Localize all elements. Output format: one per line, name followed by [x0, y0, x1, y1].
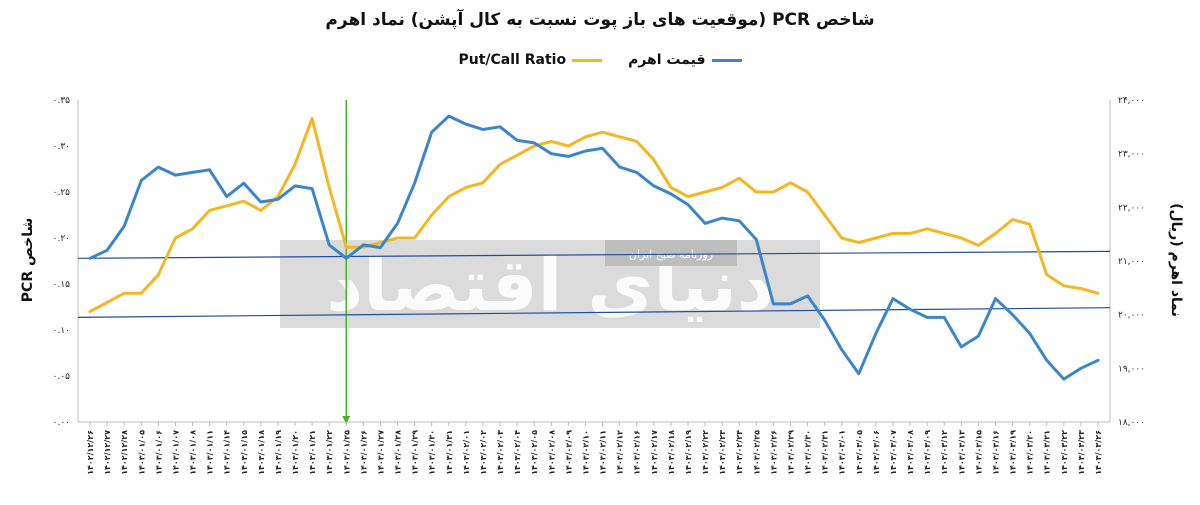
series-line-price	[88, 114, 1100, 381]
x-tick-label: ۱۴۰۳/۰۱/۰۶	[154, 430, 163, 475]
legend-item-pcr: Put/Call Ratio	[459, 52, 603, 68]
x-tick-label: ۱۴۰۳/۰۱/۲۸	[394, 430, 403, 475]
x-tick-label: ۱۴۰۳/۰۲/۳۱	[821, 430, 830, 475]
x-tick-label: ۱۴۰۳/۰۱/۱۵	[240, 430, 249, 475]
x-tick-label: ۱۴۰۳/۰۱/۲۵	[342, 430, 351, 475]
x-tick-label: ۱۴۰۳/۰۳/۰۷	[889, 430, 898, 475]
y-right-tick-label: ۲۴,۰۰۰	[1118, 96, 1145, 106]
x-tick-label: ۱۴۰۳/۰۲/۲۹	[786, 430, 795, 475]
x-tick-label: ۱۴۰۳/۰۱/۲۰	[291, 430, 300, 475]
trend-line-lower	[77, 307, 1111, 318]
reference-lines	[77, 100, 1111, 424]
y-left-tick-label: ۰.۰۰	[53, 418, 70, 428]
y-left-tick-label: ۰.۲۵	[53, 188, 71, 198]
x-tick-label: ۱۴۰۳/۰۲/۱۶	[633, 430, 642, 475]
x-tick-label: ۱۴۰۳/۰۲/۰۲	[479, 430, 488, 475]
x-axis-labels: ۱۴۰۲/۱۲/۲۶ ۱۴۰۲/۱۲/۲۷ ۱۴۰۲/۱۲/۲۸ ۱۴۰۳/۰۱/۰۵…	[86, 422, 1103, 475]
x-tick-label: ۱۴۰۳/۰۳/۲۰	[1026, 430, 1035, 475]
x-tick-label: ۱۴۰۲/۱۲/۲۷	[103, 430, 112, 475]
x-tick-label: ۱۴۰۳/۰۳/۱۹	[1009, 430, 1018, 475]
x-tick-label: ۱۴۰۳/۰۳/۰۱	[838, 430, 847, 475]
x-tick-label: ۱۴۰۳/۰۱/۳۰	[428, 430, 437, 475]
trend-line-upper	[77, 250, 1111, 259]
x-tick-label: ۱۴۰۳/۰۳/۰۵	[855, 430, 864, 475]
x-tick-label: ۱۴۰۳/۰۱/۰۸	[189, 430, 198, 475]
x-tick-label: ۱۴۰۳/۰۱/۱۱	[206, 430, 215, 475]
x-tick-label: ۱۴۰۳/۰۱/۱۸	[257, 430, 266, 475]
chart-title: شاخص PCR (موقعیت های باز پوت نسبت به کال…	[325, 10, 875, 30]
y-axis-left-title: شاخص PCR	[20, 218, 36, 302]
x-tick-label: ۱۴۰۳/۰۱/۲۱	[308, 430, 317, 475]
series-layer	[88, 114, 1100, 381]
x-tick-label: ۱۴۰۲/۱۲/۲۶	[86, 430, 95, 475]
x-tick-label: ۱۴۰۲/۱۲/۲۸	[120, 430, 129, 475]
x-tick-label: ۱۴۰۳/۰۲/۱۲	[616, 430, 625, 475]
legend-label-price: قیمت اهرم	[628, 52, 706, 68]
x-tick-label: ۱۴۰۳/۰۱/۰۵	[137, 430, 146, 475]
axes: ۰.۰۰ ۰.۰۵ ۰.۱۰ ۰.۱۵ ۰.۲۰ ۰.۲۵ ۰.۳۰ ۰.۳۵ ۱۸,۰۰۰ ۱۹…	[53, 96, 1145, 428]
x-tick-label: ۱۴۰۳/۰۱/۲۲	[325, 430, 334, 475]
y-right-tick-label: ۲۱,۰۰۰	[1118, 257, 1145, 267]
x-tick-label: ۱۴۰۳/۰۲/۰۴	[513, 430, 522, 475]
y-right-tick-label: ۱۹,۰۰۰	[1118, 364, 1145, 374]
y-left-tick-label: ۰.۱۰	[53, 326, 70, 336]
x-tick-label: ۱۴۰۳/۰۱/۱۴	[223, 430, 232, 475]
x-tick-label: ۱۴۰۳/۰۳/۰۶	[872, 430, 881, 475]
vertical-marker-arrow	[342, 416, 351, 424]
x-tick-label: ۱۴۰۳/۰۲/۲۲	[701, 430, 710, 475]
legend-swatch-price	[711, 58, 742, 62]
x-tick-label: ۱۴۰۳/۰۲/۲۳	[718, 430, 727, 475]
y-right-tick-label: ۲۳,۰۰۰	[1118, 150, 1145, 160]
x-tick-label: ۱۴۰۳/۰۳/۱۲	[940, 430, 949, 475]
x-tick-label: ۱۴۰۳/۰۳/۱۳	[957, 430, 966, 475]
x-tick-label: ۱۴۰۳/۰۲/۱۷	[650, 430, 659, 475]
y-axis-right-title: نماد اهرم (ریال)	[1168, 203, 1184, 317]
x-tick-label: ۱۴۰۳/۰۲/۲۶	[769, 430, 778, 475]
watermark-sub-box	[605, 240, 737, 266]
legend-label-pcr: Put/Call Ratio	[458, 52, 567, 68]
y-right-tick-label: ۱۸,۰۰۰	[1118, 418, 1145, 428]
y-left-tick-label: ۰.۳۵	[53, 96, 71, 106]
series-line-pcr	[88, 116, 1100, 314]
x-tick-label: ۱۴۰۳/۰۳/۲۳	[1077, 430, 1086, 475]
y-right-tick-label: ۲۲,۰۰۰	[1118, 203, 1145, 213]
x-tick-label: ۱۴۰۳/۰۱/۲۹	[411, 430, 420, 475]
x-tick-label: ۱۴۰۳/۰۲/۱۱	[599, 430, 608, 475]
legend-swatch-pcr	[572, 58, 603, 62]
x-tick-label: ۱۴۰۳/۰۳/۰۸	[906, 430, 915, 475]
y-left-tick-label: ۰.۲۰	[53, 234, 70, 244]
legend-item-price: قیمت اهرم	[628, 52, 742, 68]
x-tick-label: ۱۴۰۳/۰۱/۱۹	[274, 430, 283, 475]
x-tick-label: ۱۴۰۳/۰۲/۳۰	[804, 430, 813, 475]
y-left-tick-label: ۰.۳۰	[53, 142, 70, 152]
x-tick-label: ۱۴۰۳/۰۱/۲۶	[359, 430, 368, 475]
x-tick-label: ۱۴۰۳/۰۱/۳۱	[445, 430, 454, 475]
x-tick-label: ۱۴۰۳/۰۳/۲۱	[1043, 430, 1052, 475]
x-tick-label: ۱۴۰۳/۰۱/۲۷	[376, 430, 385, 475]
x-tick-label: ۱۴۰۳/۰۳/۱۶	[991, 430, 1000, 475]
x-tick-label: ۱۴۰۳/۰۲/۱۹	[684, 430, 693, 475]
x-tick-label: ۱۴۰۳/۰۲/۰۸	[547, 430, 556, 475]
x-tick-label: ۱۴۰۳/۰۲/۰۵	[530, 430, 539, 475]
x-tick-label: ۱۴۰۳/۰۲/۰۹	[564, 430, 573, 475]
y-right-tick-label: ۲۰,۰۰۰	[1118, 311, 1145, 321]
y-left-tick-label: ۰.۰۵	[53, 372, 71, 382]
x-tick-label: ۱۴۰۳/۰۲/۲۴	[735, 430, 744, 475]
x-tick-label: ۱۴۰۳/۰۳/۰۹	[923, 430, 932, 475]
legend: قیمت اهرم Put/Call Ratio	[0, 52, 1200, 68]
x-tick-label: ۱۴۰۳/۰۲/۱۸	[667, 430, 676, 475]
x-tick-label: ۱۴۰۳/۰۱/۰۷	[171, 430, 180, 475]
x-tick-label: ۱۴۰۳/۰۳/۲۲	[1060, 430, 1069, 475]
x-tick-label: ۱۴۰۳/۰۲/۱۰	[581, 430, 590, 475]
x-tick-label: ۱۴۰۳/۰۳/۱۵	[974, 430, 983, 475]
y-left-tick-label: ۰.۱۵	[53, 280, 71, 290]
x-tick-label: ۱۴۰۳/۰۳/۲۶	[1094, 430, 1103, 475]
x-tick-label: ۱۴۰۳/۰۲/۲۵	[752, 430, 761, 475]
x-tick-label: ۱۴۰۳/۰۲/۰۳	[496, 430, 505, 475]
x-tick-label: ۱۴۰۳/۰۲/۰۱	[462, 430, 471, 475]
